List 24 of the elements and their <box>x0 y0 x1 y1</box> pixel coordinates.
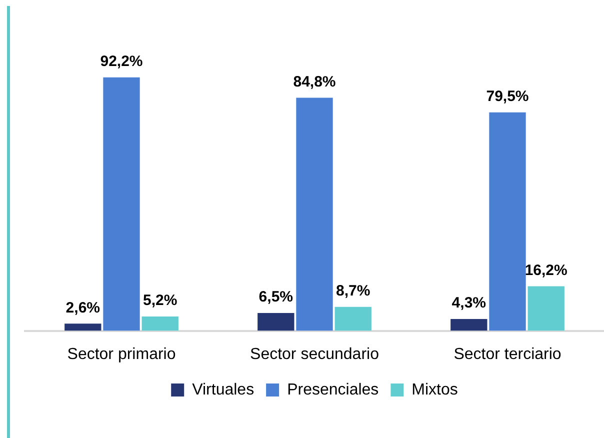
data-label: 5,2% <box>143 292 178 310</box>
data-label: 2,6% <box>66 299 100 316</box>
legend-label: Presenciales <box>287 381 379 398</box>
legend-label: Mixtos <box>412 381 458 398</box>
data-label: 4,3% <box>452 294 486 312</box>
data-label: 84,8% <box>293 73 336 90</box>
x-tick-label: Sector terciario <box>454 346 562 363</box>
data-label: 8,7% <box>336 282 370 300</box>
legend-label: Virtuales <box>192 381 254 398</box>
bar <box>528 286 564 331</box>
bar <box>142 316 178 331</box>
bar <box>64 324 102 331</box>
data-label: 92,2% <box>100 53 143 70</box>
data-label: 79,5% <box>486 88 529 105</box>
x-tick-label: Sector secundario <box>250 346 380 363</box>
bar <box>450 318 488 331</box>
bar <box>296 98 333 331</box>
bar <box>103 77 140 331</box>
x-tick-label: Sector primario <box>67 346 176 363</box>
data-label: 6,5% <box>258 288 293 306</box>
bar <box>258 312 294 331</box>
bar <box>334 306 372 331</box>
bar <box>489 112 526 331</box>
data-label: 16,2% <box>524 262 568 279</box>
